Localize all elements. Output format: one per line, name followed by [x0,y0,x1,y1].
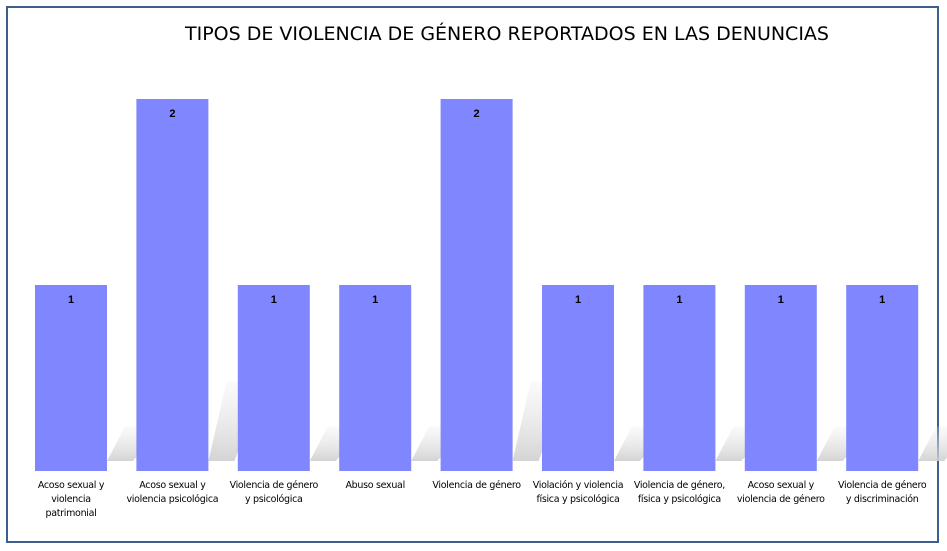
bar [136,99,209,471]
data-label: 1 [676,294,682,306]
category-labels: Acoso sexual y violencia patrimonial Acoso … [38,480,927,519]
data-label: 1 [778,294,784,306]
data-label: 1 [68,294,74,306]
value-labels: 1 2 1 1 2 1 1 1 1 [68,108,885,306]
bar [237,285,310,471]
category-label: Acoso sexual y violencia psicológica [126,480,218,505]
bar [35,285,107,471]
data-label: 2 [474,108,480,120]
bar [339,285,412,471]
data-label: 1 [575,294,581,306]
bar [542,285,614,471]
category-label: Violencia de género y discriminación [838,480,927,505]
bar [846,285,919,471]
data-label: 1 [879,294,885,306]
category-label: Violencia de género, física y psicológica [634,480,725,505]
category-label: Violencia de género [432,480,521,491]
category-label: Abuso sexual [345,480,404,491]
bar-shadows [107,381,947,461]
bar [440,99,513,471]
bar-shadow [918,426,947,461]
bar [643,285,716,471]
bars [35,99,919,471]
category-label: Acoso sexual y violencia patrimonial [38,480,105,519]
data-label: 1 [372,294,378,306]
category-label: Acoso sexual y violencia de género [737,480,825,505]
chart-title: TIPOS DE VIOLENCIA DE GÉNERO REPORTADOS … [184,22,829,45]
category-label: Violencia de género y psicológica [230,480,319,505]
data-label: 1 [271,294,277,306]
category-label: Violación y violencia física y psicológic… [533,480,624,505]
bar [744,285,817,471]
data-label: 2 [169,108,175,120]
